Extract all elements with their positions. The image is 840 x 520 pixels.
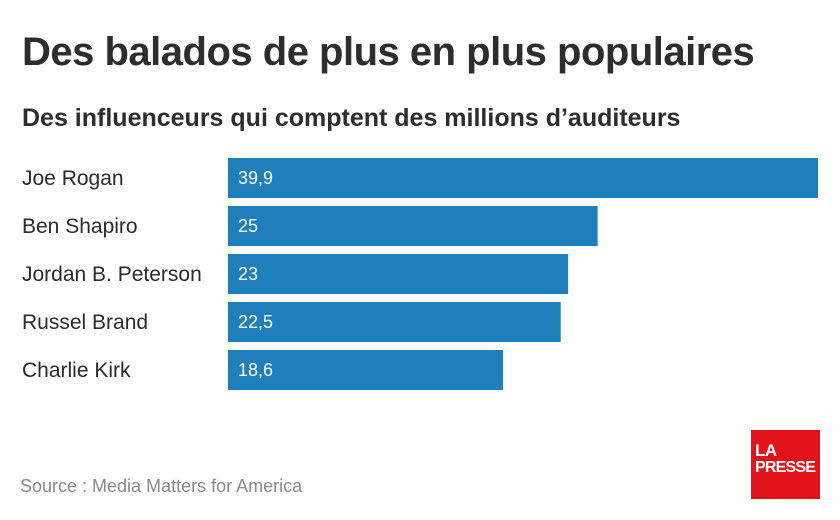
- la-presse-logo: LA PRESSE: [751, 430, 820, 499]
- chart-title: Des balados de plus en plus populaires: [22, 30, 755, 74]
- value-label: 22,5: [238, 312, 273, 332]
- category-label: Charlie Kirk: [22, 359, 131, 382]
- bar-chart: Joe Rogan 39,9 Ben Shapiro 25 Jordan B. Pete…: [22, 158, 818, 390]
- value-label: 25: [238, 216, 258, 236]
- value-label: 18,6: [238, 360, 273, 380]
- source-note: Source : Media Matters for America: [20, 476, 303, 496]
- bar: [228, 158, 818, 198]
- logo-line-1: LA: [755, 441, 777, 460]
- category-label: Jordan B. Peterson: [22, 263, 202, 286]
- category-label: Ben Shapiro: [22, 215, 138, 238]
- category-label: Russel Brand: [22, 311, 148, 334]
- value-label: 39,9: [238, 168, 273, 188]
- bar: [228, 206, 598, 246]
- value-label: 23: [238, 264, 258, 284]
- bar: [228, 350, 504, 390]
- category-label: Joe Rogan: [22, 167, 124, 190]
- bar: [228, 302, 561, 342]
- bar: [228, 254, 569, 294]
- chart-subtitle: Des influenceurs qui comptent des millio…: [22, 104, 681, 132]
- logo-line-2: PRESSE: [755, 459, 816, 476]
